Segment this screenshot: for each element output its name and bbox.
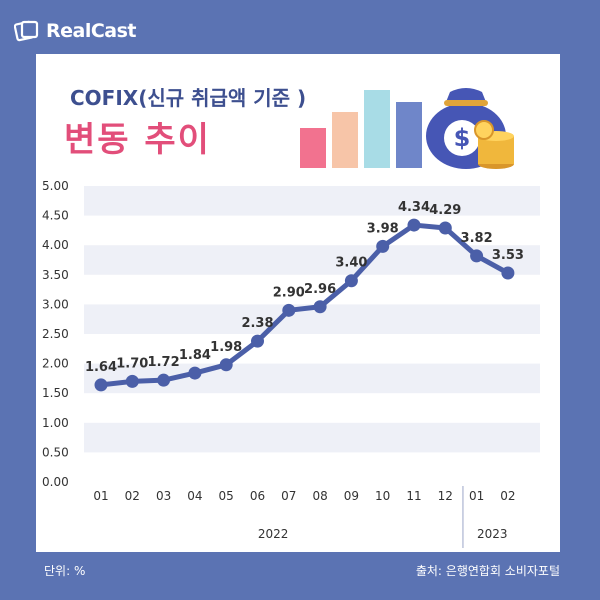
data-label: 3.53 <box>492 248 524 263</box>
y-tick-label: 0.00 <box>42 475 69 489</box>
grid-bands <box>84 186 540 453</box>
coin-stack-icon <box>474 120 514 169</box>
y-tick-label: 2.00 <box>42 357 69 371</box>
data-point <box>376 239 390 253</box>
data-label: 1.70 <box>116 356 148 371</box>
y-tick-label: 5.00 <box>42 179 69 193</box>
data-label: 1.84 <box>179 348 211 363</box>
data-point <box>438 221 452 235</box>
y-tick-label: 2.50 <box>42 327 69 341</box>
x-axis-ticks: 01 02 03 04 05 06 07 08 09 10 11 12 01 02 <box>93 489 515 503</box>
y-tick-label: 4.50 <box>42 209 69 223</box>
data-point <box>251 334 264 348</box>
data-label: 2.90 <box>273 285 305 300</box>
x-tick-label: 10 <box>375 489 390 503</box>
data-label: 2.38 <box>241 316 273 331</box>
chart-subtitle: 변동 추이 <box>64 120 211 160</box>
data-labels: 1.64 1.70 1.72 1.841.98 2.38 2.90 2.96 3.40 3.98… <box>85 200 524 375</box>
data-point <box>157 373 171 387</box>
source-label: 출처: 은행연합회 소비자포털 <box>415 564 560 578</box>
data-point <box>470 249 484 263</box>
brand-logo: RealCast <box>14 18 137 44</box>
x-tick-label: 05 <box>219 489 234 503</box>
x-tick-label: 06 <box>250 489 265 503</box>
data-label: 3.82 <box>461 231 493 246</box>
svg-text:$: $ <box>454 124 471 152</box>
data-point <box>407 218 421 232</box>
decoration-illustration: $ <box>300 88 514 169</box>
brand-name: RealCast <box>46 20 137 42</box>
y-tick-label: 4.00 <box>42 238 69 252</box>
year-labels: 2022 2023 <box>258 486 508 548</box>
mini-bar-chart-icon <box>300 90 422 168</box>
x-tick-label: 02 <box>125 489 140 503</box>
data-point <box>219 358 233 372</box>
x-tick-label: 03 <box>156 489 171 503</box>
data-point <box>501 266 515 280</box>
data-point <box>313 300 327 314</box>
year-label: 2022 <box>258 527 289 541</box>
grid-band <box>84 186 540 216</box>
y-axis-ticks: 0.00 0.50 1.00 1.50 2.00 2.50 3.00 3.50 4.00 4.50… <box>42 179 69 489</box>
y-tick-label: 3.50 <box>42 268 69 282</box>
y-tick-label: 1.00 <box>42 416 69 430</box>
x-tick-label: 11 <box>406 489 421 503</box>
x-tick-label: 04 <box>187 489 202 503</box>
logo-icon <box>14 20 39 42</box>
grid-band <box>84 245 540 275</box>
x-tick-label: 07 <box>281 489 296 503</box>
data-label: 1.64 <box>85 360 117 375</box>
data-label: 2.96 <box>304 282 336 297</box>
data-label: 3.98 <box>367 221 399 236</box>
x-tick-label: 02 <box>500 489 515 503</box>
unit-label: 단위: % <box>44 564 86 578</box>
data-label: 3.40 <box>335 256 367 271</box>
data-label: 1.72 <box>148 355 180 370</box>
grid-band <box>84 422 540 453</box>
x-tick-label: 12 <box>438 489 453 503</box>
y-tick-label: 3.00 <box>42 297 69 311</box>
data-point <box>344 274 358 288</box>
data-label: 4.29 <box>429 203 461 218</box>
x-tick-label: 01 <box>469 489 484 503</box>
data-point <box>94 378 108 392</box>
data-label: 4.34 <box>398 200 430 215</box>
x-tick-label: 09 <box>344 489 359 503</box>
data-point <box>188 366 202 380</box>
chart-title: COFIX(신규 취급액 기준 ) <box>70 86 307 110</box>
x-tick-label: 01 <box>93 489 108 503</box>
y-tick-label: 1.50 <box>42 386 69 400</box>
y-tick-label: 0.50 <box>42 445 69 459</box>
data-label: 1.98 <box>210 340 242 355</box>
x-tick-label: 08 <box>312 489 327 503</box>
data-points <box>94 218 515 392</box>
year-label: 2023 <box>477 527 508 541</box>
data-point <box>125 374 139 388</box>
data-point <box>282 303 296 317</box>
